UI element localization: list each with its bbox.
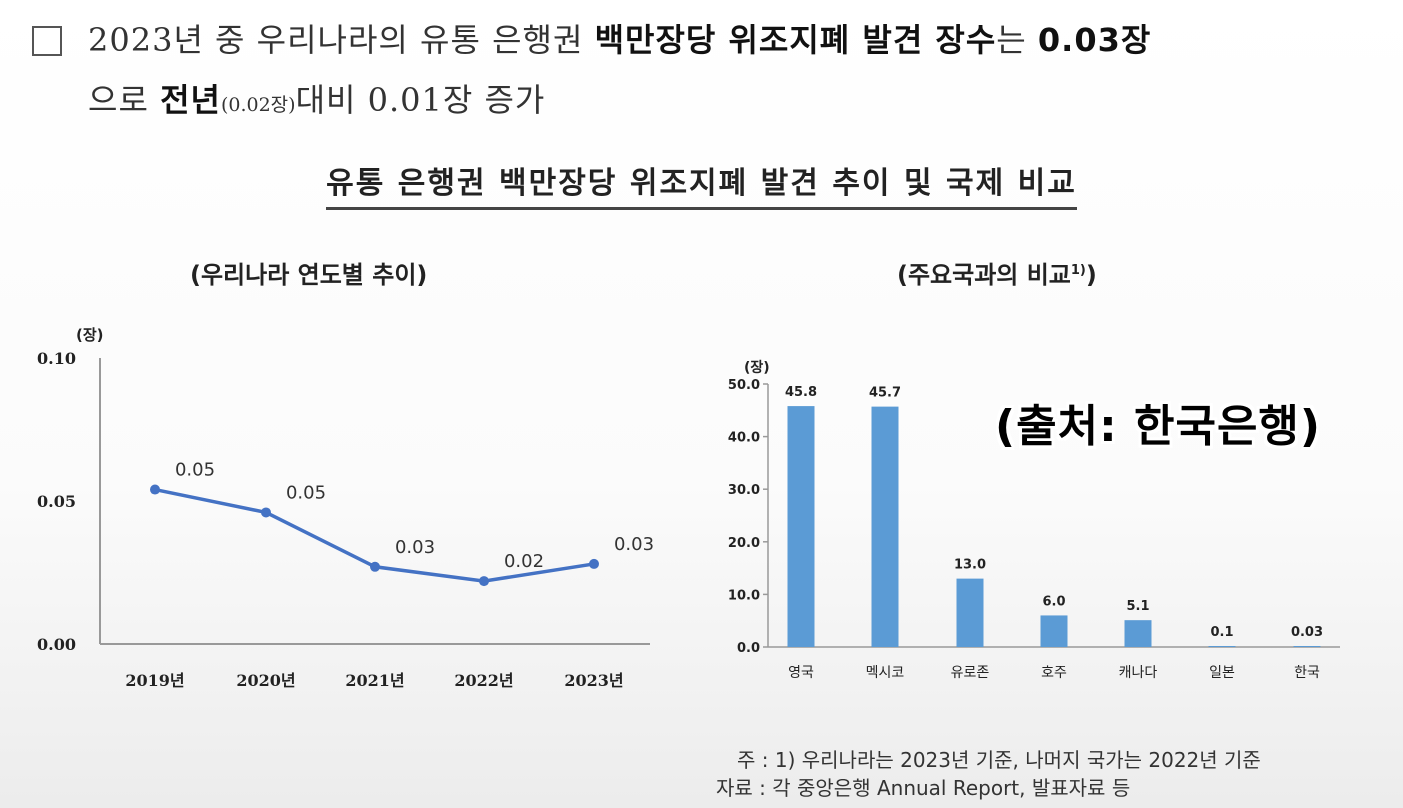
left-chart-subtitle: (우리나라 연도별 추이)	[190, 261, 428, 289]
x-tick-label: 2020년	[236, 671, 295, 690]
headline-line-2: 으로 전년(0.02장)대비 0.01장 증가	[88, 70, 1388, 135]
x-tick-label: 유로존	[951, 665, 990, 681]
y-tick-label: 30.0	[728, 483, 760, 498]
bar	[1040, 615, 1068, 647]
headline-text: 는	[996, 21, 1038, 59]
headline-bold-metric: 백만장당 위조지폐 발견 장수	[594, 21, 997, 59]
data-point	[150, 484, 160, 495]
data-label: 5.1	[1126, 599, 1149, 614]
source-watermark: (출처: 한국은행)	[995, 401, 1322, 452]
headline-prev-value: (0.02장)	[220, 94, 296, 116]
data-label: 0.03	[395, 537, 435, 558]
y-axis-unit: (장)	[76, 326, 104, 344]
section-title: 유통 은행권 백만장당 위조지폐 발견 추이 및 국제 비교	[0, 158, 1403, 210]
section-title-text: 유통 은행권 백만장당 위조지폐 발견 추이 및 국제 비교	[326, 166, 1077, 210]
y-tick-label: 10.0	[728, 588, 760, 603]
bar	[956, 578, 984, 647]
data-label: 0.03	[614, 534, 654, 555]
footnote: 주 : 1) 우리나라는 2023년 기준, 나머지 국가는 2022년 기준	[737, 748, 1261, 772]
x-tick-label: 영국	[788, 665, 814, 681]
bar	[787, 406, 815, 647]
bar	[1208, 646, 1236, 647]
source-note: 자료 : 각 중앙은행 Annual Report, 발표자료 등	[716, 776, 1131, 800]
headline: 2023년 중 우리나라의 유통 은행권 백만장당 위조지폐 발견 장수는 0.…	[88, 10, 1388, 135]
right-subtitle-text: (주요국과의 비교	[897, 261, 1071, 289]
x-tick-label: 한국	[1294, 665, 1320, 681]
checkbox-bullet	[32, 26, 62, 56]
y-tick-label: 0.10	[37, 349, 76, 368]
x-tick-label: 2019년	[125, 671, 184, 690]
headline-bold-value: 0.03장	[1037, 21, 1152, 59]
x-tick-label: 2023년	[564, 671, 623, 690]
data-label: 0.1	[1210, 625, 1233, 640]
line-chart: (장) 0.00 0.05 0.10 2019년 2020년 2021년 2022년 2023년…	[37, 326, 654, 690]
data-point	[261, 507, 271, 518]
headline-text: 대비 0.01장 증가	[295, 81, 546, 119]
right-subtitle-close: )	[1085, 261, 1097, 289]
bar	[1293, 646, 1321, 647]
headline-line-1: 2023년 중 우리나라의 유통 은행권 백만장당 위조지폐 발견 장수는 0.…	[88, 10, 1388, 70]
headline-text: 으로	[88, 81, 161, 119]
x-tick-label: 캐나다	[1119, 665, 1158, 681]
data-label: 0.03	[1291, 625, 1323, 640]
x-tick-label: 일본	[1209, 665, 1235, 681]
x-tick-label: 호주	[1041, 665, 1067, 681]
data-label: 45.8	[785, 385, 817, 400]
data-label: 13.0	[954, 558, 986, 573]
bar-chart: (장) 0.0 10.0 20.0 30.0 40.0 50.0 45.8 영국 45.7 멕시코 1…	[728, 359, 1340, 681]
y-tick-label: 0.05	[37, 492, 76, 511]
x-tick-label: 2022년	[454, 671, 513, 690]
data-label: 6.0	[1042, 594, 1065, 609]
headline-bold-prev: 전년	[160, 81, 221, 119]
data-label: 0.02	[504, 551, 544, 572]
data-point	[370, 561, 380, 572]
data-label: 45.7	[869, 386, 901, 401]
y-tick-label: 20.0	[728, 536, 760, 551]
data-point	[479, 576, 489, 587]
bar	[871, 406, 899, 647]
y-tick-label: 0.00	[37, 635, 76, 654]
footnote-marker: 1)	[1070, 263, 1086, 278]
right-chart-subtitle: (주요국과의 비교1))	[897, 255, 1097, 290]
y-axis-unit: (장)	[744, 359, 770, 376]
y-tick-label: 40.0	[728, 431, 760, 446]
y-tick-label: 50.0	[728, 378, 760, 393]
y-tick-label: 0.0	[737, 641, 760, 656]
data-point	[589, 558, 599, 569]
data-label: 0.05	[286, 482, 326, 503]
headline-text: 2023년 중 우리나라의 유통 은행권	[88, 21, 595, 59]
data-label: 0.05	[175, 460, 215, 481]
bar	[1124, 620, 1152, 647]
x-tick-label: 2021년	[345, 671, 404, 690]
x-tick-label: 멕시코	[866, 665, 905, 681]
